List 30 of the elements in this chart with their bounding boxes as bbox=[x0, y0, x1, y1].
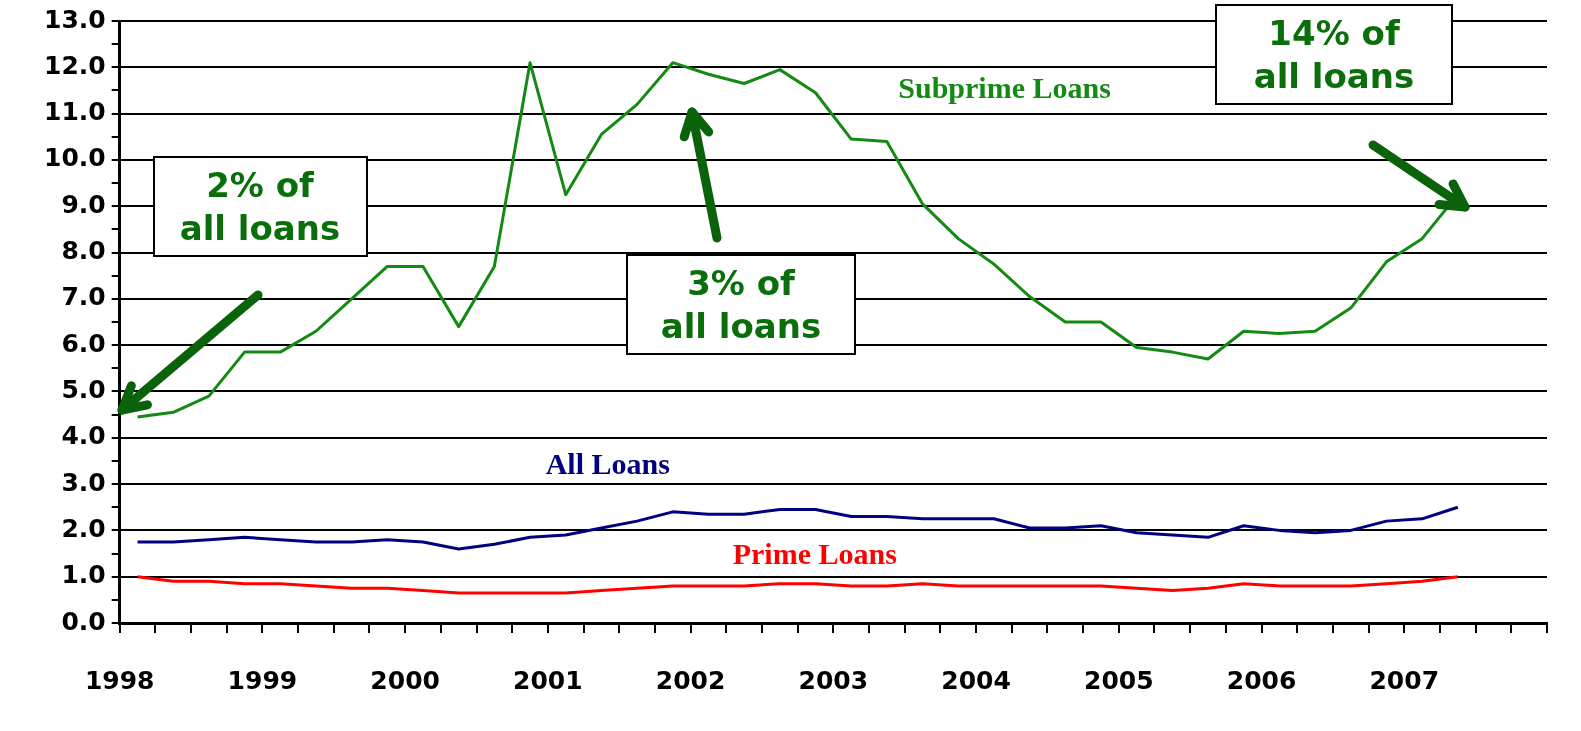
y-tick-label: 1.0 bbox=[61, 560, 106, 590]
y-tick-label: 7.0 bbox=[61, 282, 106, 312]
x-tick-label: 2006 bbox=[1226, 665, 1297, 695]
y-tick-label: 10.0 bbox=[43, 143, 106, 173]
y-tick-label: 0.0 bbox=[61, 606, 106, 636]
y-tick-label: 3.0 bbox=[61, 467, 106, 497]
y-tick-label: 13.0 bbox=[43, 4, 106, 34]
x-tick-label: 1998 bbox=[84, 665, 155, 695]
series-label: Subprime Loans bbox=[896, 71, 1113, 105]
x-tick-label: 2007 bbox=[1369, 665, 1440, 695]
y-tick-label: 12.0 bbox=[43, 50, 106, 80]
y-tick-label: 9.0 bbox=[61, 189, 106, 219]
y-tick-label: 5.0 bbox=[61, 374, 106, 404]
series-label: All Loans bbox=[543, 447, 672, 481]
x-tick-label: 2001 bbox=[513, 665, 583, 695]
x-tick-label: 2004 bbox=[941, 665, 1011, 695]
series-label: Prime Loans bbox=[730, 536, 899, 570]
x-tick-label: 2000 bbox=[370, 665, 440, 695]
y-tick-label: 4.0 bbox=[61, 421, 106, 451]
x-tick-label: 2002 bbox=[655, 665, 726, 695]
x-tick-label: 1999 bbox=[227, 665, 298, 695]
annotation: 3% of all loans bbox=[626, 254, 856, 355]
annotation: 14% of all loans bbox=[1215, 4, 1453, 105]
annotation: 2% of all loans bbox=[152, 156, 368, 257]
y-tick-label: 8.0 bbox=[61, 236, 106, 266]
y-tick-label: 6.0 bbox=[61, 328, 106, 358]
x-tick-label: 2005 bbox=[1084, 665, 1154, 695]
y-tick-label: 2.0 bbox=[61, 513, 106, 543]
x-tick-label: 2003 bbox=[798, 665, 869, 695]
y-tick-label: 11.0 bbox=[43, 97, 106, 127]
